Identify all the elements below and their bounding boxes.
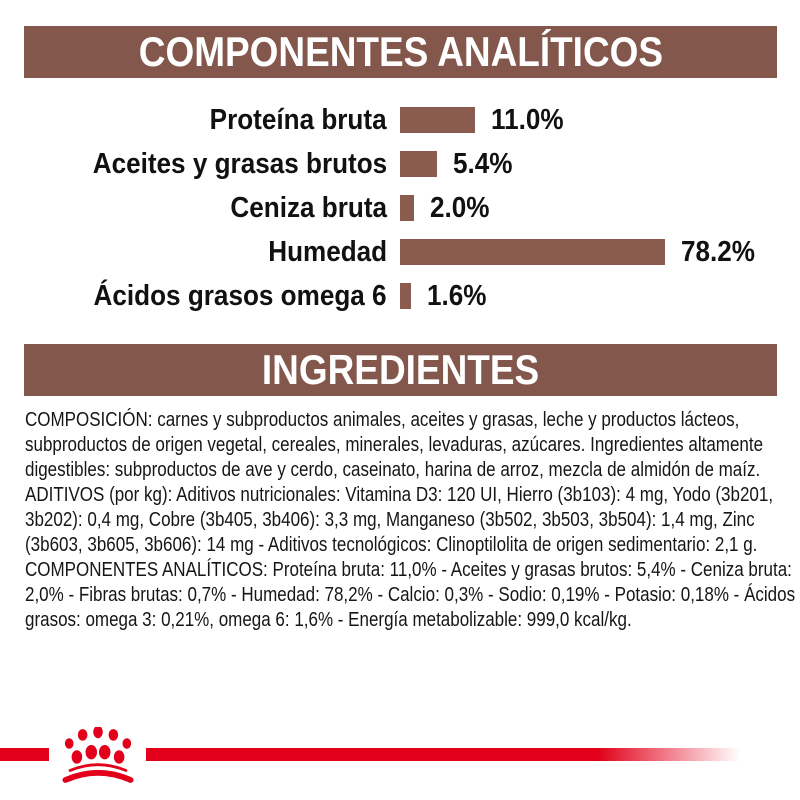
chart-category-label-cell: Ácidos grasos omega 6 bbox=[0, 280, 400, 313]
chart-category-label-cell: Ceniza bruta bbox=[0, 192, 400, 225]
chart-value-label: 78.2% bbox=[681, 235, 756, 268]
additives-paragraph: ADITIVOS (por kg): Aditivos nutricionale… bbox=[25, 484, 774, 556]
chart-category-label-cell: Aceites y grasas brutos bbox=[0, 148, 400, 181]
chart-row: Ácidos grasos omega 6 1.6% bbox=[0, 274, 800, 318]
chart-category-label: Ceniza bruta bbox=[230, 191, 387, 224]
chart-row: Aceites y grasas brutos 5.4% bbox=[0, 142, 800, 186]
footer-red-bar-right bbox=[146, 748, 740, 761]
analytical-components-title: COMPONENTES ANALÍTICOS bbox=[138, 28, 663, 75]
chart-category-label: Humedad bbox=[268, 235, 387, 268]
chart-bar bbox=[400, 107, 475, 133]
ingredients-title: INGREDIENTES bbox=[261, 346, 540, 393]
chart-category-label-cell: Proteína bruta bbox=[0, 104, 400, 137]
chart-bar bbox=[400, 283, 411, 309]
ingredients-header: INGREDIENTES bbox=[24, 344, 777, 396]
chart-row: Proteína bruta 11.0% bbox=[0, 98, 800, 142]
crown-dots bbox=[64, 727, 132, 764]
chart-category-label: Aceites y grasas brutos bbox=[92, 147, 387, 180]
footer-red-bar-left bbox=[0, 748, 49, 761]
crown-arcs bbox=[62, 763, 134, 783]
ingredients-text-block: COMPOSICIÓN: carnes y subproductos anima… bbox=[25, 408, 800, 633]
analytical-chart: Proteína bruta 11.0% Aceites y grasas brut… bbox=[0, 98, 800, 318]
chart-value-label: 1.6% bbox=[427, 279, 487, 312]
chart-value-label: 2.0% bbox=[430, 191, 490, 224]
composition-paragraph: COMPOSICIÓN: carnes y subproductos anima… bbox=[25, 409, 764, 481]
chart-category-label: Ácidos grasos omega 6 bbox=[93, 279, 387, 312]
chart-category-label-cell: Humedad bbox=[0, 236, 400, 269]
chart-value-label: 11.0% bbox=[491, 103, 564, 136]
chart-bar bbox=[400, 151, 437, 177]
chart-bar bbox=[400, 195, 414, 221]
chart-row: Ceniza bruta 2.0% bbox=[0, 186, 800, 230]
analytical-components-header: COMPONENTES ANALÍTICOS bbox=[24, 26, 777, 78]
analytical-constituents-paragraph: COMPONENTES ANALÍTICOS: Proteína bruta: … bbox=[25, 559, 796, 631]
chart-value-label: 5.4% bbox=[453, 147, 513, 180]
chart-row: Humedad 78.2% bbox=[0, 230, 800, 274]
chart-bar bbox=[400, 239, 665, 265]
chart-category-label: Proteína bruta bbox=[210, 103, 387, 136]
royal-canin-crown-logo-icon bbox=[62, 727, 134, 783]
